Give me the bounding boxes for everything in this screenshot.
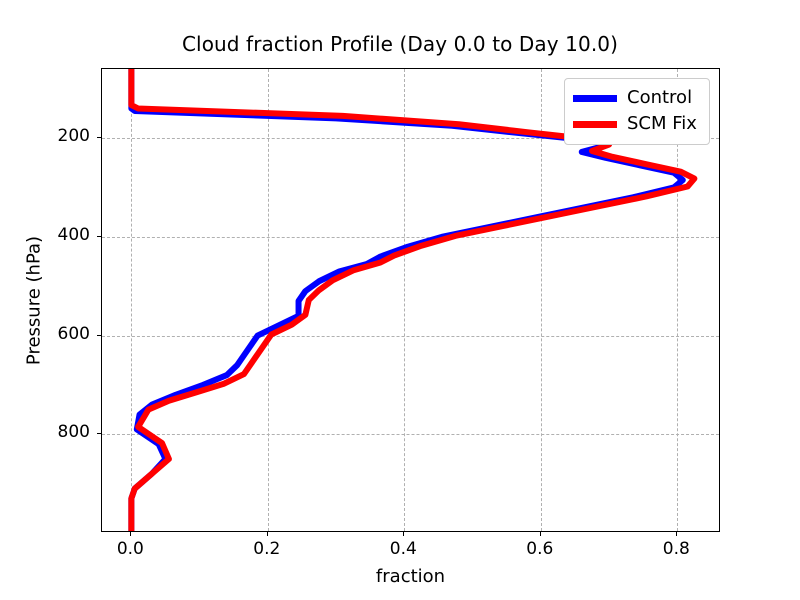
data-curves: [128, 69, 698, 531]
gridline-y-3: [102, 434, 719, 436]
x-tick-mark-1: [266, 532, 268, 536]
gridline-y-0: [102, 138, 719, 140]
y-tick-label-2: 600: [57, 323, 90, 344]
chart-legend: Control SCM Fix: [564, 78, 710, 145]
legend-swatch-scm-fix: [573, 120, 617, 128]
x-tick-label-1: 0.2: [253, 539, 281, 559]
legend-swatch-control: [573, 94, 617, 102]
x-tick-label-0: 0.0: [116, 539, 144, 559]
y-tick-mark-1: [97, 235, 101, 237]
y-tick-label-0: 200: [57, 126, 90, 147]
y-tick-mark-0: [97, 137, 101, 139]
x-tick-mark-3: [539, 532, 541, 536]
gridline-x-2: [404, 69, 406, 531]
x-tick-label-4: 0.8: [662, 539, 690, 559]
gridline-y-2: [102, 335, 719, 337]
legend-item-control: Control: [573, 85, 701, 111]
gridline-x-1: [267, 69, 269, 531]
gridline-x-0: [131, 69, 133, 531]
y-tick-mark-2: [97, 334, 101, 336]
gridline-y-1: [102, 236, 719, 238]
x-tick-label-2: 0.4: [389, 539, 417, 559]
x-tick-label-3: 0.6: [526, 539, 554, 559]
series-line-scm-fix: [128, 69, 698, 531]
y-tick-label-3: 800: [57, 422, 90, 443]
y-tick-mark-3: [97, 433, 101, 435]
y-tick-label-1: 400: [57, 224, 90, 245]
legend-label-scm-fix: SCM Fix: [627, 113, 697, 134]
x-tick-mark-0: [130, 532, 132, 536]
gridline-x-3: [540, 69, 542, 531]
legend-label-control: Control: [627, 87, 693, 108]
chart-title: Cloud fraction Profile (Day 0.0 to Day 1…: [181, 32, 619, 56]
y-axis-label: Pressure (hPa): [23, 235, 45, 366]
x-tick-mark-2: [403, 532, 405, 536]
legend-item-scm-fix: SCM Fix: [573, 111, 701, 137]
gridline-x-4: [677, 69, 679, 531]
x-tick-mark-4: [676, 532, 678, 536]
plot-area: [101, 68, 720, 532]
x-axis-label: fraction: [375, 566, 446, 587]
